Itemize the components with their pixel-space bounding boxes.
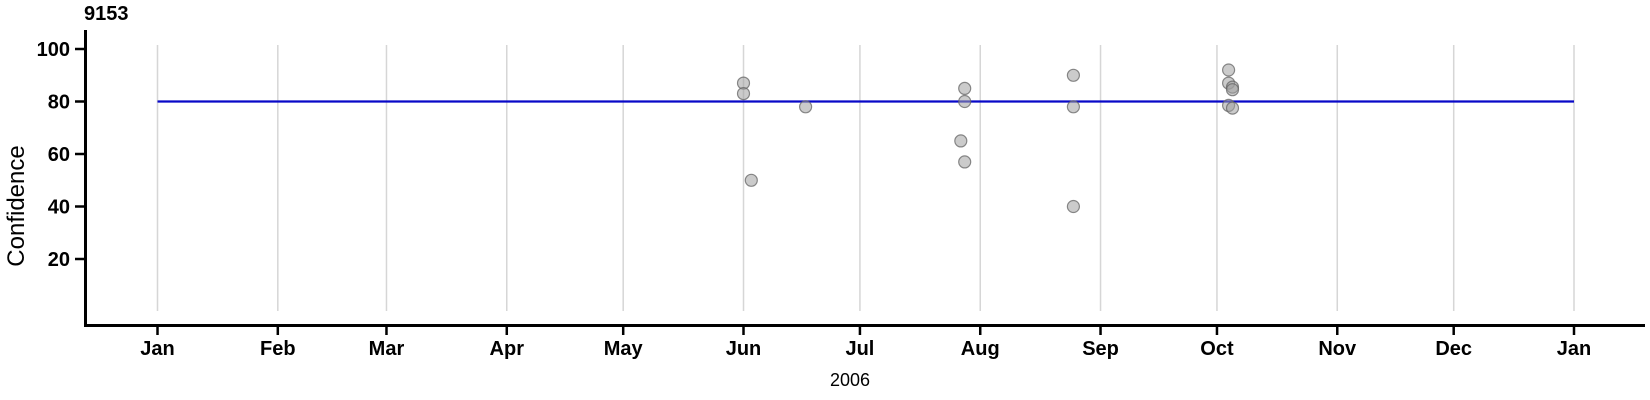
y-axis-tick-label: 60 (48, 144, 70, 166)
y-axis-title: Confidence (3, 145, 30, 267)
y-axis-tick-label: 40 (48, 197, 70, 219)
x-axis-month-label: Oct (1200, 338, 1234, 360)
x-axis-month-label: Aug (961, 338, 1000, 360)
data-point (1225, 101, 1240, 115)
x-axis-month-label: Sep (1082, 338, 1119, 360)
x-axis-month-label: Mar (369, 338, 405, 360)
data-point (958, 81, 972, 96)
x-axis-month-label: Dec (1435, 338, 1472, 360)
x-axis-month-label: May (604, 338, 644, 360)
data-point (958, 94, 972, 109)
data-point (1225, 83, 1240, 97)
y-axis-tick-label: 80 (48, 92, 70, 114)
x-axis-year-label: 2006 (829, 370, 871, 390)
data-point (954, 134, 968, 148)
data-point (958, 155, 972, 169)
plot-title: 9153 (84, 3, 129, 25)
x-axis-line (84, 324, 1645, 327)
data-point (798, 100, 813, 114)
data-point (1066, 100, 1081, 114)
x-axis-month-label: Jan (140, 338, 174, 360)
data-point (1066, 68, 1081, 82)
x-axis-month-label: Jan (1557, 338, 1591, 360)
x-axis-month-label: Apr (490, 338, 525, 360)
data-point (736, 86, 751, 101)
data-point (1066, 199, 1081, 214)
x-axis-month-label: Jun (726, 338, 762, 360)
y-axis-line (84, 30, 87, 326)
data-point (744, 173, 758, 187)
y-axis-tick-label: 100 (37, 39, 70, 61)
x-axis-month-label: Feb (260, 338, 296, 360)
x-axis-month-label: Nov (1318, 338, 1357, 360)
x-axis-month-label: Jul (845, 338, 874, 360)
y-axis-tick-label: 20 (48, 249, 70, 271)
data-point (1221, 63, 1236, 77)
